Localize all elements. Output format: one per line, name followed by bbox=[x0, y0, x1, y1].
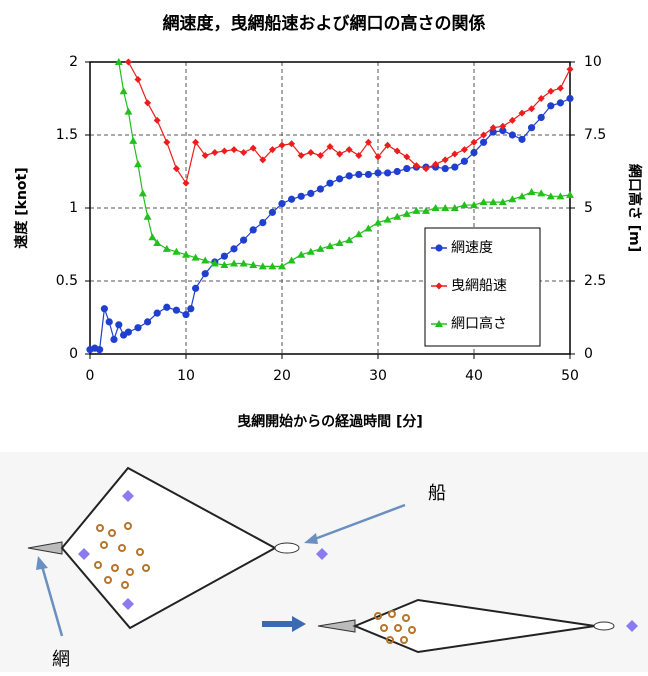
point bbox=[259, 219, 266, 226]
point bbox=[346, 172, 353, 179]
y-axis-label: 速度 [knot] bbox=[13, 167, 30, 248]
legend-label: 網口高さ bbox=[451, 315, 507, 332]
y-tick-label: 0.5 bbox=[56, 273, 78, 289]
y2-tick-label: 7.5 bbox=[584, 127, 606, 143]
point bbox=[269, 209, 276, 216]
x-tick-label: 10 bbox=[177, 368, 195, 384]
point bbox=[365, 171, 372, 178]
point bbox=[187, 305, 194, 312]
point bbox=[442, 165, 449, 172]
point bbox=[202, 270, 209, 277]
point bbox=[470, 149, 477, 156]
y-tick-label: 1 bbox=[69, 200, 78, 216]
point bbox=[182, 311, 189, 318]
point bbox=[96, 346, 103, 353]
point bbox=[509, 131, 516, 138]
x-tick-label: 20 bbox=[273, 368, 291, 384]
chart-title: 網速度，曳網船速および網口の高さの関係 bbox=[163, 13, 486, 34]
point bbox=[115, 321, 122, 328]
legend-label: 網速度 bbox=[451, 240, 493, 256]
point bbox=[192, 285, 199, 292]
legend-label: 曳網船速 bbox=[451, 278, 507, 294]
point bbox=[221, 253, 228, 260]
point bbox=[326, 180, 333, 187]
chart: 網速度，曳網船速および網口の高さの関係 曳網開始からの経過時間 [分] 速度 [… bbox=[0, 0, 648, 672]
plot-area: 0102030405000.511.5202.557.510網速度曳網船速網口高… bbox=[56, 54, 607, 384]
y2-tick-label: 2.5 bbox=[584, 273, 606, 289]
ship bbox=[275, 543, 299, 553]
y2-axis-label: 網口高さ [m] bbox=[626, 164, 643, 252]
point bbox=[144, 318, 151, 325]
y2-tick-label: 10 bbox=[584, 54, 602, 70]
point bbox=[125, 329, 132, 336]
point bbox=[110, 336, 117, 343]
point bbox=[134, 324, 141, 331]
point bbox=[557, 99, 564, 106]
point bbox=[355, 171, 362, 178]
point bbox=[528, 124, 535, 131]
y2-tick-label: 5 bbox=[584, 200, 593, 216]
net-label: 網 bbox=[52, 649, 70, 670]
ship-label: 船 bbox=[428, 483, 446, 504]
point bbox=[480, 139, 487, 146]
point bbox=[394, 168, 401, 175]
point bbox=[288, 196, 295, 203]
point bbox=[230, 245, 237, 252]
x-tick-label: 40 bbox=[465, 368, 483, 384]
y-tick-label: 2 bbox=[69, 54, 78, 70]
x-tick-label: 0 bbox=[86, 368, 95, 384]
point bbox=[240, 237, 247, 244]
point bbox=[461, 158, 468, 165]
point bbox=[518, 136, 525, 143]
y-tick-label: 1.5 bbox=[56, 127, 78, 143]
point bbox=[106, 318, 113, 325]
point bbox=[298, 193, 305, 200]
point bbox=[307, 190, 314, 197]
point bbox=[317, 185, 324, 192]
point bbox=[250, 226, 257, 233]
point bbox=[566, 95, 573, 102]
ship-2 bbox=[594, 622, 614, 630]
point bbox=[451, 164, 458, 171]
point bbox=[374, 169, 381, 176]
y-tick-label: 0 bbox=[69, 346, 78, 362]
point bbox=[384, 169, 391, 176]
x-tick-label: 30 bbox=[369, 368, 387, 384]
point bbox=[173, 307, 180, 314]
point bbox=[154, 310, 161, 317]
point bbox=[101, 305, 108, 312]
point bbox=[435, 244, 442, 251]
point bbox=[163, 304, 170, 311]
point bbox=[538, 114, 545, 121]
y2-tick-label: 0 bbox=[584, 346, 593, 362]
page: {"chart_data": {"type": "line", "title":… bbox=[0, 0, 648, 672]
point bbox=[278, 200, 285, 207]
point bbox=[403, 165, 410, 172]
point bbox=[547, 102, 554, 109]
diagram: 船 網 bbox=[0, 452, 648, 672]
x-axis-label: 曳網開始からの経過時間 [分] bbox=[237, 413, 423, 430]
point bbox=[336, 175, 343, 182]
x-tick-label: 50 bbox=[561, 368, 579, 384]
